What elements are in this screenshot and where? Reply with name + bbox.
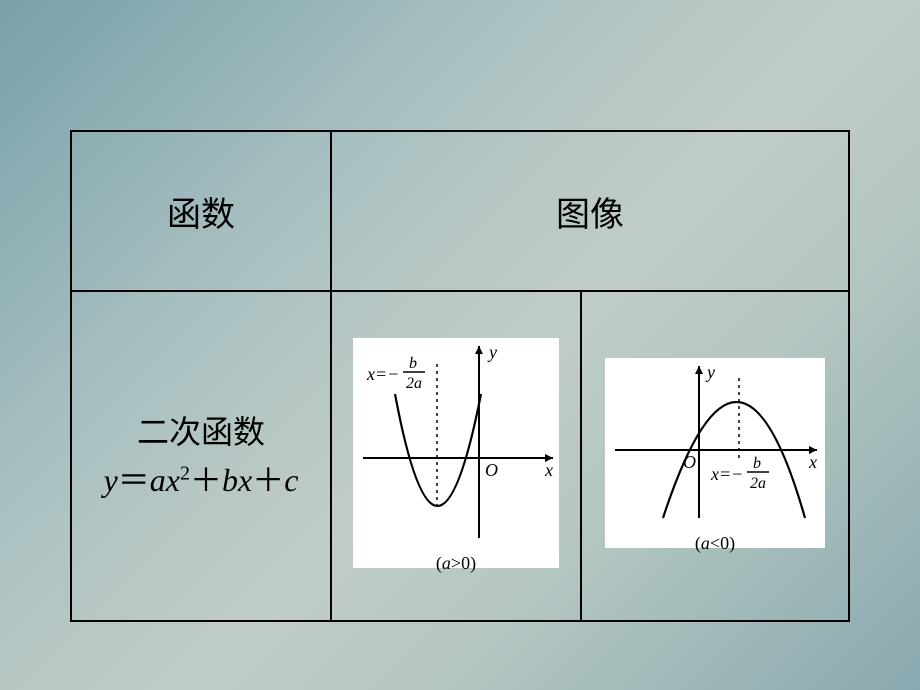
- y-axis-arrow: [475, 346, 483, 354]
- y-label: y: [487, 342, 497, 362]
- graph-down-svg: y x O x=− b 2a: [605, 358, 825, 524]
- y-label: y: [705, 362, 715, 382]
- graph-down-caption: (a<0): [605, 533, 825, 554]
- origin-label: O: [485, 460, 498, 480]
- function-equation: y＝ax2＋bx＋c: [72, 456, 330, 504]
- header-function: 函数: [71, 131, 331, 291]
- eq-b: b: [222, 462, 238, 498]
- function-cell: 二次函数 y＝ax2＋bx＋c: [71, 291, 331, 621]
- function-image-table: 函数 图像 二次函数 y＝ax2＋bx＋c: [70, 130, 850, 622]
- x-label: x: [808, 452, 817, 472]
- vertex-label-xeq: x=−: [366, 364, 399, 384]
- header-image: 图像: [331, 131, 849, 291]
- graph-cell-up: y x O x=− b 2a (a>0): [331, 291, 581, 621]
- graph-cell-down: y x O x=− b 2a (a<0): [581, 291, 849, 621]
- x-label: x: [544, 460, 553, 480]
- parabola-up: [395, 394, 481, 506]
- vertex-frac-den: 2a: [750, 475, 766, 492]
- y-axis-arrow: [695, 366, 703, 374]
- vertex-frac-num: b: [409, 355, 417, 372]
- vertex-frac-den: 2a: [406, 375, 422, 392]
- graph-down-box: y x O x=− b 2a (a<0): [605, 358, 825, 548]
- origin-label: O: [683, 452, 696, 472]
- eq-plus2: ＋: [252, 462, 284, 498]
- eq-plus1: ＋: [190, 462, 222, 498]
- eq-exp: 2: [180, 462, 190, 484]
- vertex-frac-num: b: [753, 455, 761, 472]
- vertex-label-xeq: x=−: [710, 464, 743, 484]
- graph-up-box: y x O x=− b 2a (a>0): [353, 338, 559, 568]
- eq-y: y: [104, 462, 118, 498]
- eq-x2: x: [238, 462, 252, 498]
- eq-x1: x: [166, 462, 180, 498]
- eq-equals: ＝: [118, 462, 150, 498]
- eq-a: a: [150, 462, 166, 498]
- graph-up-svg: y x O x=− b 2a: [353, 338, 559, 544]
- function-name: 二次函数: [72, 408, 330, 456]
- graph-up-caption: (a>0): [353, 553, 559, 574]
- eq-c: c: [284, 462, 298, 498]
